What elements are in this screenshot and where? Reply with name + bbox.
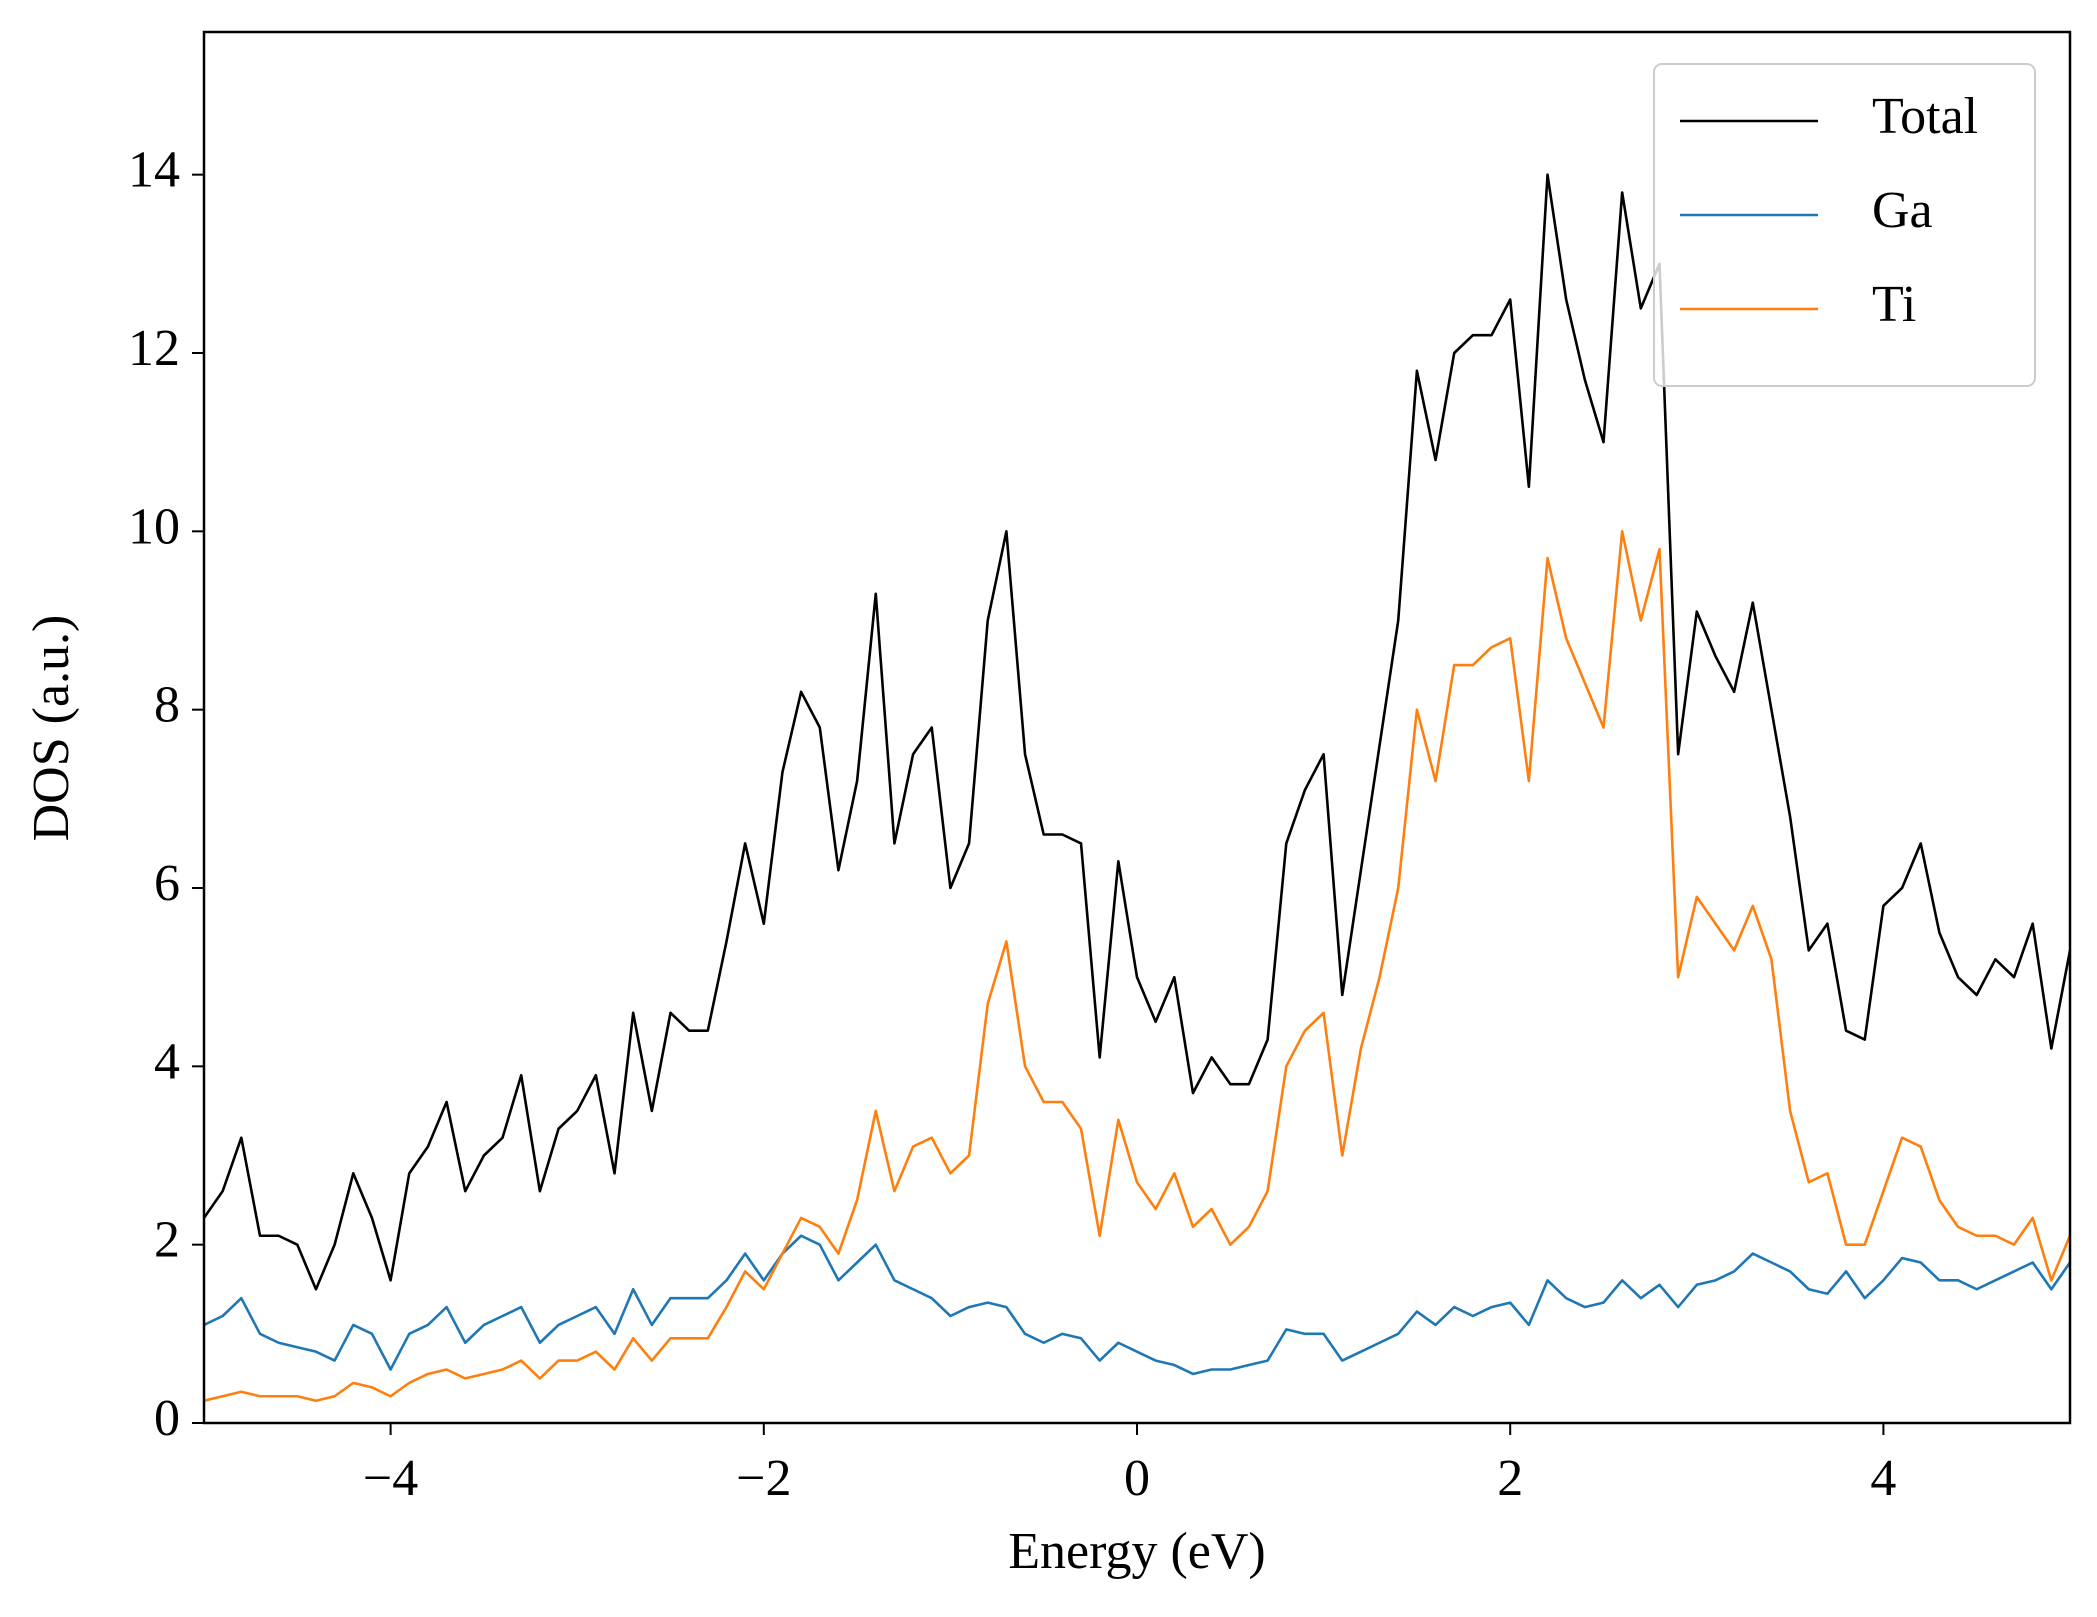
- y-axis-label: DOS (a.u.): [23, 615, 80, 842]
- y-tick-label: 6: [154, 855, 180, 912]
- x-axis-label: Energy (eV): [1008, 1523, 1266, 1580]
- x-tick-label: 0: [1124, 1450, 1150, 1507]
- y-tick-label: 4: [154, 1033, 180, 1090]
- series-line: [204, 1234, 2070, 1376]
- y-tick-label: 0: [154, 1390, 180, 1447]
- legend-label: Ti: [1872, 276, 1916, 333]
- legend-label: Total: [1872, 88, 1978, 145]
- y-tick-label: 12: [128, 320, 180, 377]
- x-tick-label: −2: [736, 1450, 791, 1507]
- legend-box: [1653, 63, 2036, 387]
- y-tick-label: 10: [128, 498, 180, 555]
- x-tick-label: 4: [1870, 1450, 1896, 1507]
- y-tick-label: 2: [154, 1212, 180, 1269]
- plot-lines: [204, 173, 2070, 1403]
- series-line: [204, 530, 2070, 1403]
- series-line: [204, 173, 2070, 1291]
- y-tick-label: 8: [154, 677, 180, 734]
- x-tick-label: 2: [1497, 1450, 1523, 1507]
- y-tick-label: 14: [128, 142, 180, 199]
- x-tick-label: −4: [363, 1450, 418, 1507]
- legend-label: Ga: [1872, 182, 1933, 239]
